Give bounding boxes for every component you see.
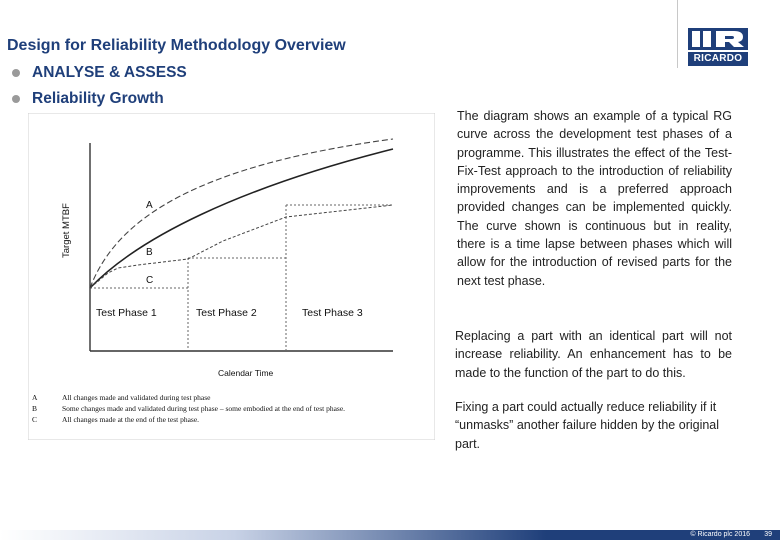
legend-key-b: B bbox=[32, 404, 37, 413]
footer-copyright: © Ricardo plc 2016 bbox=[690, 531, 750, 538]
bullet-item: Reliability Growth bbox=[12, 89, 187, 115]
legend-key-a: A bbox=[32, 393, 38, 402]
curve-a-dashed bbox=[89, 138, 394, 289]
legend-text-a: All changes made and validated during te… bbox=[62, 393, 211, 402]
reliability-growth-diagram: A B C Target MTBF Test Phase 1 Test Phas… bbox=[28, 113, 435, 440]
legend-text-c: All changes made at the end of the test … bbox=[62, 415, 199, 424]
phase-label-1: Test Phase 1 bbox=[96, 307, 157, 319]
curve-label-b: B bbox=[146, 247, 153, 258]
bullet-list: ANALYSE & ASSESS Reliability Growth bbox=[12, 63, 187, 115]
body-paragraph-1: The diagram shows an example of a typica… bbox=[457, 109, 732, 288]
y-axis-label: Target MTBF bbox=[61, 203, 72, 258]
x-axis-label: Calendar Time bbox=[218, 368, 274, 378]
page-number: 39 bbox=[764, 531, 772, 538]
slide-title: Design for Reliability Methodology Overv… bbox=[7, 37, 346, 54]
body-paragraph-3: Fixing a part could actually reduce reli… bbox=[455, 400, 720, 451]
curve-label-c: C bbox=[146, 275, 153, 286]
bullet-text: ANALYSE & ASSESS bbox=[32, 64, 187, 81]
bullet-text: Reliability Growth bbox=[32, 90, 164, 107]
ricardo-logo: RICARDO bbox=[688, 28, 748, 66]
body-paragraph-2: Replacing a part with an identical part … bbox=[455, 329, 732, 380]
bullet-dot-icon bbox=[12, 95, 20, 103]
legend-text-b: Some changes made and validated during t… bbox=[62, 404, 345, 413]
footer-bar bbox=[0, 530, 780, 540]
bullet-item: ANALYSE & ASSESS bbox=[12, 63, 187, 89]
bullet-dot-icon bbox=[12, 69, 20, 77]
phase-label-3: Test Phase 3 bbox=[302, 307, 363, 319]
logo-mark-icon bbox=[688, 28, 748, 50]
header-divider bbox=[677, 0, 678, 68]
curve-c-step bbox=[89, 204, 394, 289]
phase-label-2: Test Phase 2 bbox=[196, 307, 257, 319]
diagram-frame bbox=[28, 113, 435, 440]
curve-label-a: A bbox=[146, 200, 153, 211]
curve-b bbox=[89, 148, 394, 289]
logo-wordmark: RICARDO bbox=[688, 52, 748, 66]
legend-key-c: C bbox=[32, 415, 37, 424]
